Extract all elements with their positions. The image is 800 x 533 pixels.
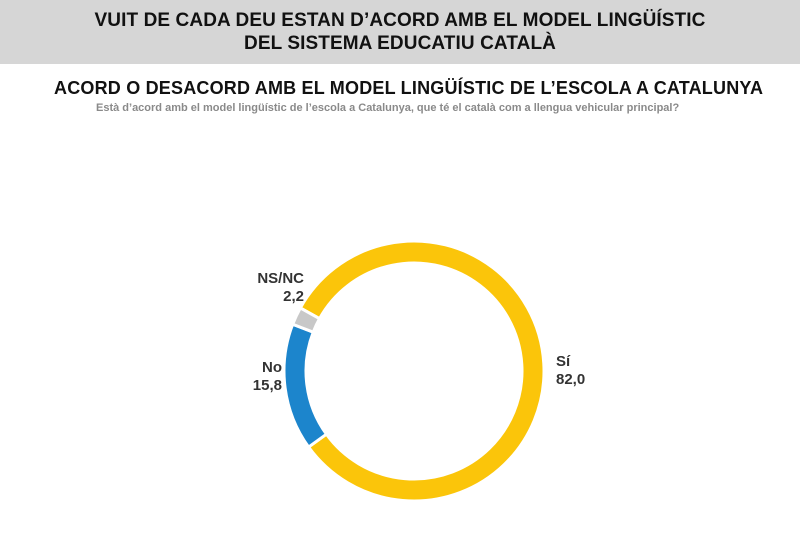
header-band: VUIT DE CADA DEU ESTAN D’ACORD AMB EL MO… <box>0 0 800 64</box>
slice-value-ns-nc: 2,2 <box>283 288 304 305</box>
slice-label-s-: Sí <box>556 353 571 370</box>
chart-title: ACORD O DESACORD AMB EL MODEL LINGÜÍSTIC… <box>54 78 764 98</box>
slice-label-no: No <box>262 359 282 376</box>
slice-value-s-: 82,0 <box>556 371 585 388</box>
chart-subtitle: Està d’acord amb el model lingüístic de … <box>96 102 680 114</box>
donut-slice-ns-nc <box>290 305 322 335</box>
header-title-line-2: DEL SISTEMA EDUCATIU CATALÀ <box>244 33 556 54</box>
slice-label-ns-nc: NS/NC <box>257 270 304 287</box>
slice-value-no: 15,8 <box>253 377 282 394</box>
donut-slice-s- <box>298 239 546 503</box>
header-title-line-1: VUIT DE CADA DEU ESTAN D’ACORD AMB EL MO… <box>94 10 706 31</box>
donut-slice-no <box>282 322 329 450</box>
